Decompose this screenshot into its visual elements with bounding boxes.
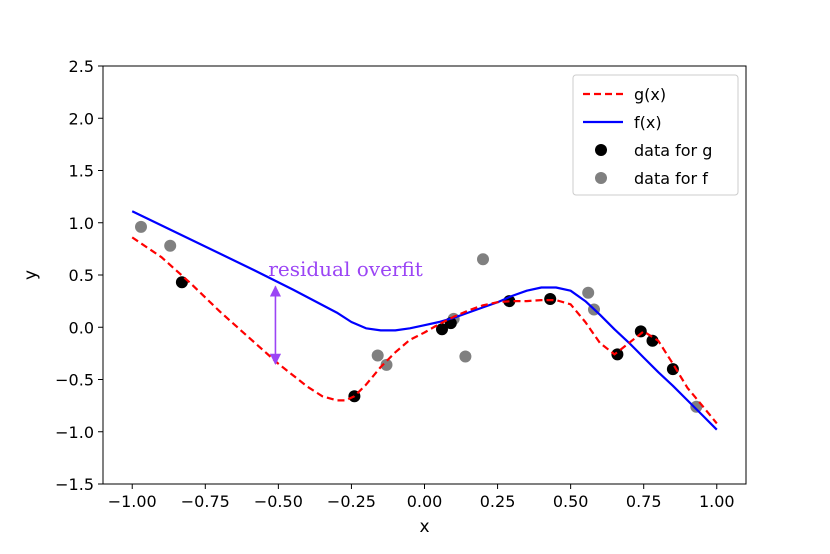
x-tick-label: −0.50 [254, 492, 303, 511]
y-tick-label: −1.5 [55, 475, 94, 494]
legend-marker-data-for-f [595, 172, 607, 184]
y-tick-label: 1.5 [69, 162, 94, 181]
data-for-f-point [135, 220, 147, 233]
g-x-series-line [131, 236, 718, 425]
y-tick-label: 2.0 [69, 109, 94, 128]
x-axis-label: x [419, 517, 429, 537]
legend-frame [572, 74, 739, 196]
series-layer [131, 210, 718, 431]
residual-annotation: residual overfit [268, 257, 423, 281]
legend-label-data-for-f: data for f [634, 169, 708, 188]
data-for-f-point [477, 253, 489, 266]
x-tick-label: 1.00 [699, 492, 735, 511]
data-for-f-point [459, 350, 472, 363]
legend-label-g-x: g(x) [634, 85, 666, 104]
annotation-layer: residual overfit [268, 257, 423, 365]
y-axis-label: y [21, 270, 41, 280]
f-x-series-line [131, 210, 718, 431]
legend-marker-data-for-g [595, 144, 607, 156]
y-tick-label: 0.5 [69, 266, 94, 285]
x-tick-label: 0.25 [480, 492, 516, 511]
x-tick-label: −1.00 [108, 492, 157, 511]
x-tick-label: 0.50 [553, 492, 589, 511]
legend-label-data-for-g: data for g [634, 141, 712, 160]
y-tick-label: −1.0 [55, 423, 94, 442]
y-tick-label: 2.5 [69, 57, 94, 76]
data-for-g-point [436, 323, 448, 336]
data-for-g-point [646, 334, 659, 347]
axes-layer: −1.00 −0.75 −0.50 −0.25 0.00 0.25 0.50 0.75 1.00… [55, 57, 734, 511]
data-for-g-point [611, 348, 624, 361]
x-tick-label: −0.75 [181, 492, 230, 511]
legend: g(x) f(x) data for g data for f [572, 74, 739, 196]
data-for-g-point [634, 325, 647, 338]
y-tick-label: −0.5 [55, 371, 94, 390]
x-tick-label: −0.25 [327, 492, 376, 511]
data-for-f-point [164, 239, 177, 252]
y-tick-label: 1.0 [69, 214, 94, 233]
y-tick-label: 0.0 [69, 318, 94, 337]
data-for-f-point [380, 358, 393, 371]
legend-label-f-x: f(x) [634, 113, 662, 132]
x-tick-label: 0.00 [407, 492, 443, 511]
data-for-f-point [582, 286, 595, 299]
x-tick-label: 0.75 [626, 492, 662, 511]
data-for-f-point [371, 349, 384, 362]
data-for-g-point [666, 363, 679, 376]
